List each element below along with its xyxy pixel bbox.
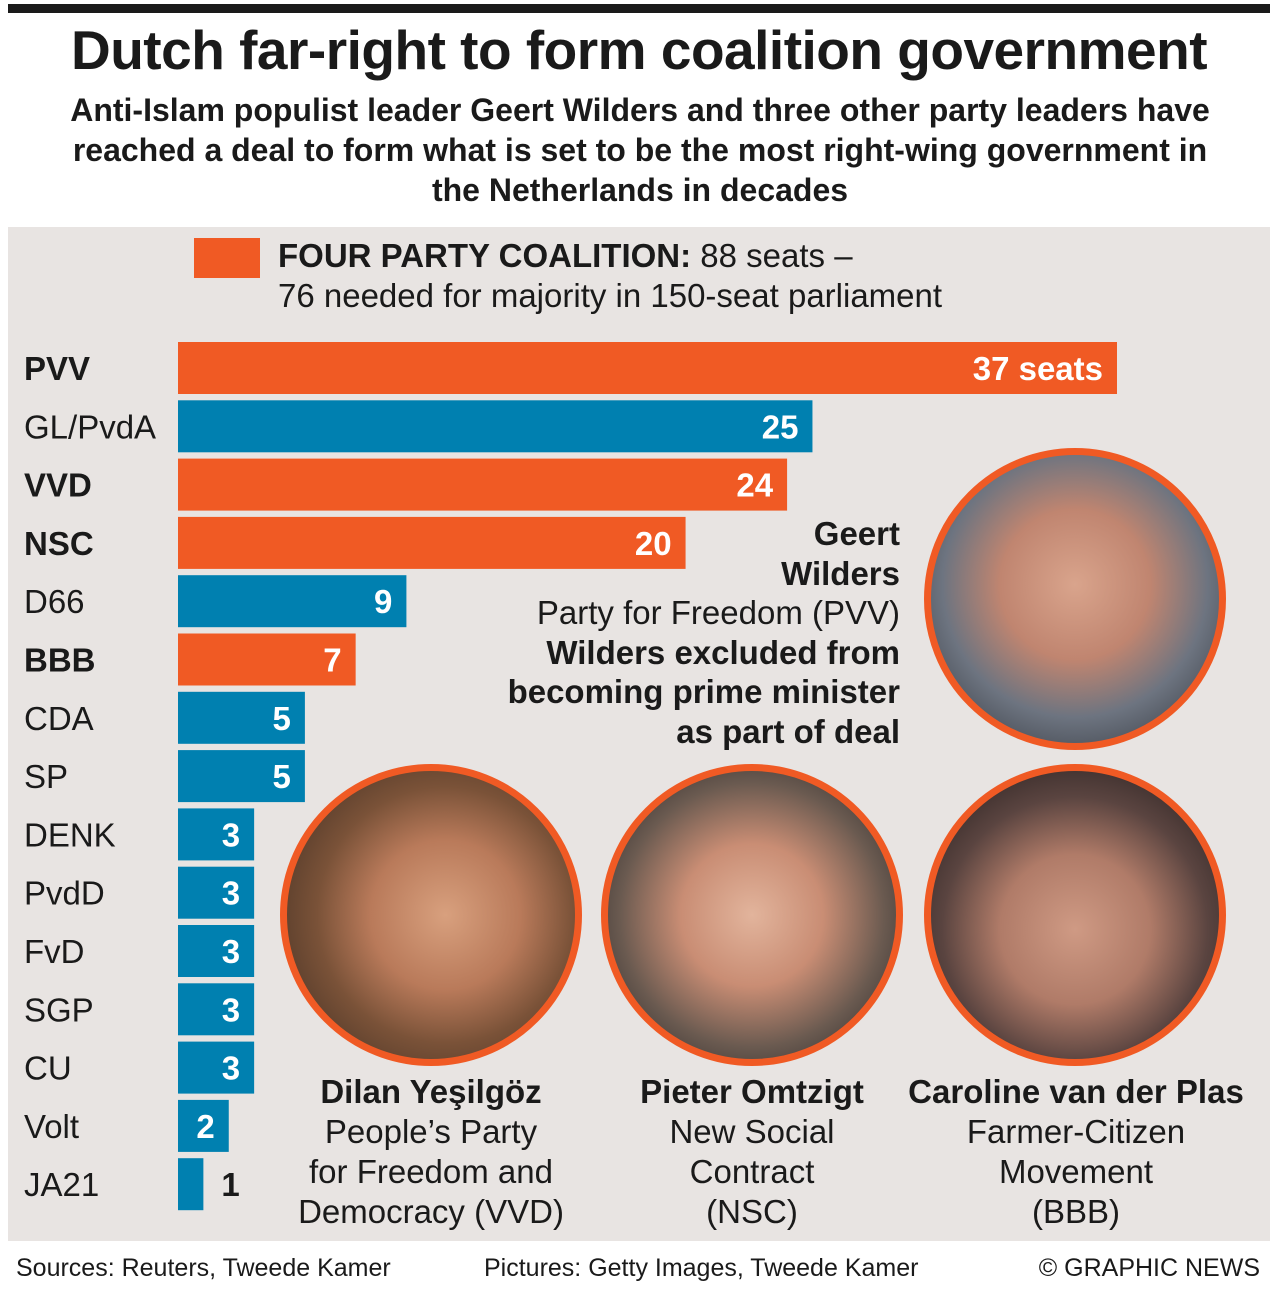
data-label: 7 — [323, 642, 341, 679]
data-label: 3 — [222, 875, 240, 912]
bar-fvd — [178, 925, 255, 977]
legend-seats: 88 seats – — [691, 237, 853, 274]
vanderplas-caption: Caroline van der Plas Farmer-Citizen Mov… — [890, 1072, 1262, 1232]
subtitle: Anti-Islam populist leader Geert Wilders… — [70, 92, 1210, 208]
bar-pvv — [178, 342, 1117, 394]
bar-volt — [178, 1099, 229, 1152]
category-label: FvD — [24, 933, 85, 970]
category-label: CDA — [24, 700, 94, 737]
wilders-name-1: Geert — [813, 515, 900, 552]
legend: FOUR PARTY COALITION: 88 seats – 76 need… — [278, 236, 942, 316]
bar-ja21 — [178, 1158, 204, 1211]
legend-label: FOUR PARTY COALITION: — [278, 237, 692, 274]
copyright: © GRAPHIC NEWS — [1038, 1254, 1260, 1282]
category-label: PVV — [24, 350, 90, 387]
category-label: NSC — [24, 525, 94, 562]
portrait-vanderplas — [924, 764, 1226, 1066]
data-label: 37 seats — [973, 350, 1103, 387]
data-label: 24 — [736, 467, 773, 504]
category-label: CU — [24, 1050, 72, 1087]
bar-sp — [178, 750, 305, 803]
wilders-party: Party for Freedom (PVV) — [536, 594, 900, 631]
category-label: VVD — [24, 467, 92, 504]
bar-d66 — [178, 575, 407, 628]
bar-nsc — [178, 516, 686, 569]
omtzigt-party-2: Contract — [689, 1153, 815, 1190]
omtzigt-caption: Pieter Omtzigt New Social Contract (NSC) — [602, 1072, 902, 1232]
data-label: 3 — [222, 1050, 240, 1087]
data-label: 20 — [635, 525, 672, 562]
bar-sgp — [178, 983, 255, 1036]
data-label: 5 — [273, 758, 291, 795]
omtzigt-party-3: (NSC) — [706, 1193, 798, 1230]
category-label: GL/PvdA — [24, 408, 156, 445]
bar-pvdd — [178, 866, 255, 919]
portrait-wilders — [924, 448, 1226, 750]
wilders-note-1: Wilders excluded from — [546, 633, 900, 671]
wilders-caption: Geert Wilders Party for Freedom (PVV) Wi… — [508, 514, 900, 751]
portrait-yesilgoz — [280, 764, 582, 1066]
data-label: 3 — [222, 991, 240, 1028]
category-label: D66 — [24, 583, 85, 620]
legend-majority: 76 needed for majority in 150-seat parli… — [278, 277, 943, 314]
bar-cu — [178, 1041, 255, 1094]
omtzigt-name: Pieter Omtzigt — [640, 1073, 864, 1110]
legend-swatch — [194, 238, 260, 278]
bar-cda — [178, 691, 305, 744]
portrait-omtzigt — [601, 764, 903, 1066]
data-label: 25 — [762, 408, 799, 445]
data-label: 3 — [222, 933, 240, 970]
top-rule — [8, 4, 1270, 13]
bar-vvd — [178, 458, 788, 511]
omtzigt-party-1: New Social — [669, 1113, 835, 1150]
category-label: DENK — [24, 816, 116, 853]
yesilgoz-party-1: People’s Party — [324, 1113, 538, 1150]
wilders-note-3: as part of deal — [676, 712, 900, 750]
bar-glpvda — [178, 400, 813, 453]
data-label: 5 — [273, 700, 291, 737]
yesilgoz-name: Dilan Yeşilgöz — [320, 1073, 542, 1110]
wilders-name-2: Wilders — [781, 554, 900, 592]
category-label: SGP — [24, 991, 94, 1028]
data-label: 3 — [222, 816, 240, 853]
page-title: Dutch far-right to form coalition govern… — [70, 19, 1208, 81]
category-label: SP — [24, 758, 68, 795]
picture-credits: Pictures: Getty Images, Tweede Kamer — [484, 1254, 919, 1282]
yesilgoz-caption: Dilan Yeşilgöz People’s Party for Freedo… — [266, 1072, 596, 1232]
yesilgoz-party-3: Democracy (VVD) — [298, 1193, 564, 1230]
vanderplas-party-2: Movement — [998, 1153, 1154, 1190]
category-label: PvdD — [24, 875, 105, 912]
bar-denk — [178, 808, 255, 861]
category-label: BBB — [24, 642, 96, 679]
yesilgoz-party-2: for Freedom and — [309, 1153, 553, 1190]
vanderplas-party-3: (BBB) — [1031, 1193, 1120, 1230]
bar-bbb — [178, 633, 356, 686]
data-label: 1 — [221, 1166, 239, 1203]
category-label: Volt — [24, 1108, 79, 1145]
data-label: 9 — [374, 583, 392, 620]
sources: Sources: Reuters, Tweede Kamer — [16, 1254, 391, 1282]
data-label: 2 — [196, 1108, 214, 1145]
wilders-note-2: becoming prime minister — [507, 673, 900, 710]
vanderplas-name: Caroline van der Plas — [908, 1073, 1244, 1110]
category-label: JA21 — [24, 1166, 99, 1203]
vanderplas-party-1: Farmer-Citizen — [966, 1113, 1186, 1150]
